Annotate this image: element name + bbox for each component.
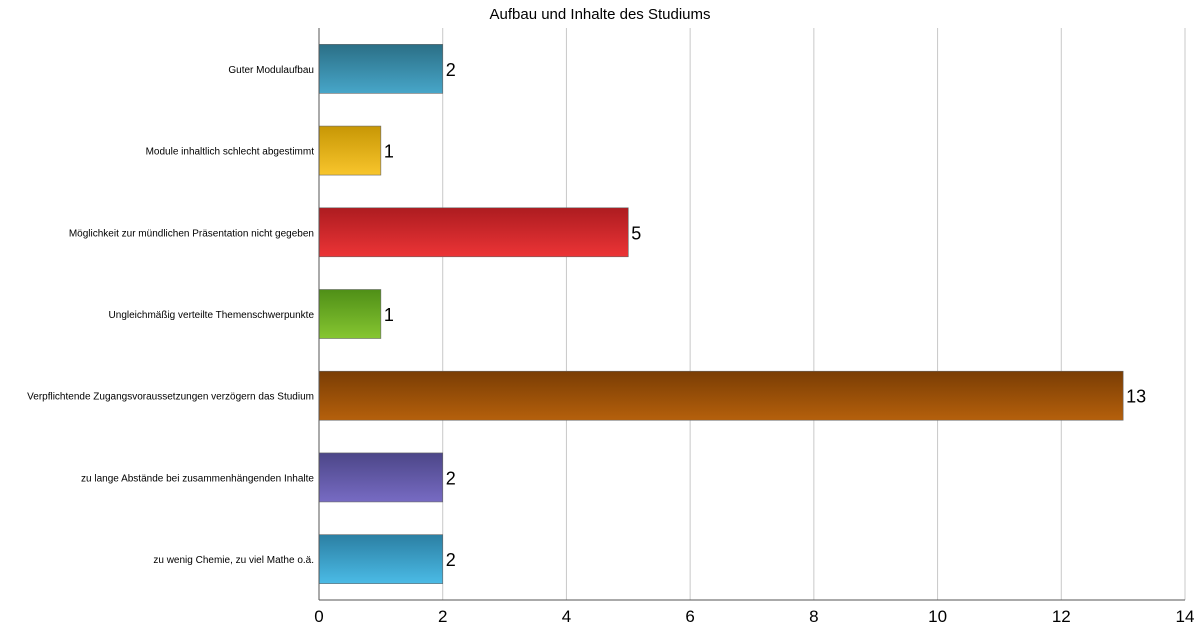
axes	[318, 28, 1185, 601]
bar	[318, 125, 382, 176]
data-label: 1	[384, 305, 394, 325]
x-tick-label: 0	[314, 607, 323, 626]
x-tick-label: 10	[928, 607, 947, 626]
x-tick-label: 14	[1176, 607, 1195, 626]
x-tick-label: 12	[1052, 607, 1071, 626]
bar	[318, 44, 444, 94]
data-label: 5	[631, 223, 641, 243]
x-tick-label: 4	[562, 607, 571, 626]
category-label: zu lange Abstände bei zusammenhängenden …	[81, 473, 314, 484]
bar	[318, 452, 444, 503]
bar	[318, 289, 382, 339]
data-label: 2	[446, 468, 456, 488]
bar	[318, 370, 1124, 421]
bar	[318, 207, 629, 258]
x-tick-label: 8	[809, 607, 818, 626]
bars	[318, 44, 1124, 584]
chart-title: Aufbau und Inhalte des Studiums	[489, 6, 711, 23]
x-tick-label: 6	[685, 607, 694, 626]
category-label: zu wenig Chemie, zu viel Mathe o.ä.	[153, 555, 314, 566]
category-label: Möglichkeit zur mündlichen Präsentation …	[69, 228, 314, 239]
category-label: Ungleichmäßig verteilte Themenschwerpunk…	[109, 310, 315, 321]
category-label: Guter Modulaufbau	[228, 65, 314, 76]
data-label: 1	[384, 142, 394, 162]
data-label: 2	[446, 60, 456, 80]
bar	[318, 534, 444, 584]
data-label: 13	[1126, 387, 1146, 407]
x-tick-label: 2	[438, 607, 447, 626]
category-label: Module inhaltlich schlecht abgestimmt	[146, 147, 315, 158]
grid-lines	[442, 28, 1186, 600]
data-label: 2	[446, 550, 456, 570]
category-label: Verpflichtende Zugangsvoraussetzungen ve…	[27, 392, 314, 403]
